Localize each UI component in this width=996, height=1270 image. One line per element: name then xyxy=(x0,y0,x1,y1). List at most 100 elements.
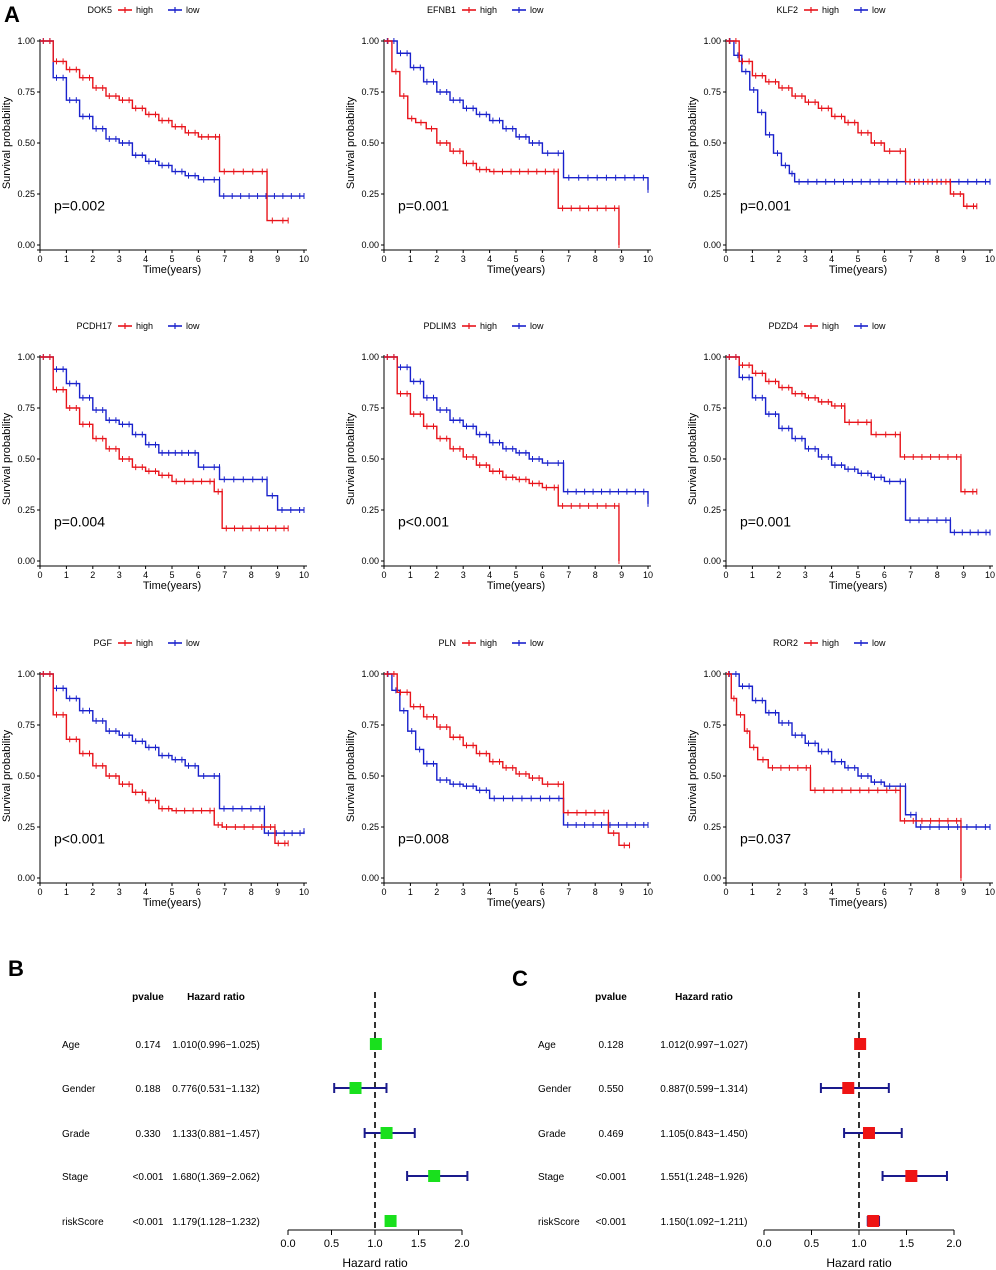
x-tick-label: 10 xyxy=(299,254,309,264)
curve-high xyxy=(726,40,977,207)
x-tick-label: 10 xyxy=(299,570,309,580)
row-hr-text: 0.887(0.599−1.314) xyxy=(660,1084,748,1095)
y-tick-label: 0.50 xyxy=(361,771,379,781)
y-tick-label: 0.25 xyxy=(361,822,379,832)
x-tick-label: 6 xyxy=(540,254,545,264)
row-hr-text: 1.551(1.248−1.926) xyxy=(660,1172,748,1183)
y-tick-label: 0.75 xyxy=(703,87,721,97)
forest-x-tick-label: 0.0 xyxy=(756,1238,771,1250)
legend-gene-label: EFNB1 xyxy=(427,5,456,15)
y-tick-label: 0.50 xyxy=(17,771,35,781)
curve-low xyxy=(384,673,648,826)
x-tick-label: 1 xyxy=(750,254,755,264)
y-tick-label: 0.50 xyxy=(17,138,35,148)
legend-gene-label: PGF xyxy=(93,638,112,648)
curve-low xyxy=(726,356,990,534)
x-tick-label: 1 xyxy=(64,570,69,580)
x-tick-label: 2 xyxy=(776,254,781,264)
legend-gene-label: DOK5 xyxy=(87,5,112,15)
legend-label-low: low xyxy=(872,5,886,15)
forest-x-tick-label: 0.0 xyxy=(280,1238,295,1250)
x-tick-label: 0 xyxy=(37,254,42,264)
y-tick-label: 0.00 xyxy=(361,240,379,250)
x-tick-label: 0 xyxy=(37,570,42,580)
x-tick-label: 7 xyxy=(222,570,227,580)
y-tick-label: 0.25 xyxy=(361,505,379,515)
x-tick-label: 6 xyxy=(882,254,887,264)
x-tick-label: 4 xyxy=(143,887,148,897)
legend-label-high: high xyxy=(822,638,839,648)
x-tick-label: 10 xyxy=(643,887,653,897)
x-tick-label: 2 xyxy=(90,254,95,264)
y-tick-label: 0.75 xyxy=(361,720,379,730)
p-value-label: p=0.037 xyxy=(740,830,791,846)
x-axis-title: Time(years) xyxy=(143,580,201,592)
x-tick-label: 3 xyxy=(803,887,808,897)
y-tick-label: 1.00 xyxy=(703,36,721,46)
y-axis-title: Survival probability xyxy=(687,412,699,505)
x-tick-label: 6 xyxy=(196,254,201,264)
forest-x-tick-label: 2.0 xyxy=(946,1238,961,1250)
x-tick-label: 8 xyxy=(249,570,254,580)
row-label-grade: Grade xyxy=(62,1129,90,1140)
row-label-stage: Stage xyxy=(538,1172,565,1183)
legend-gene-label: PLN xyxy=(438,638,456,648)
curve-high xyxy=(40,356,289,530)
legend-label-high: high xyxy=(822,321,839,331)
row-label-grade: Grade xyxy=(538,1129,566,1140)
x-tick-label: 4 xyxy=(829,887,834,897)
row-pvalue: <0.001 xyxy=(596,1217,627,1228)
y-axis-title: Survival probability xyxy=(345,729,357,822)
x-axis-title: Time(years) xyxy=(829,264,887,276)
x-tick-label: 0 xyxy=(381,887,386,897)
p-value-label: p=0.001 xyxy=(398,197,449,213)
row-label-stage: Stage xyxy=(62,1172,89,1183)
y-tick-label: 1.00 xyxy=(361,36,379,46)
x-tick-label: 7 xyxy=(908,570,913,580)
x-tick-label: 3 xyxy=(803,570,808,580)
x-tick-label: 3 xyxy=(461,887,466,897)
y-tick-label: 0.50 xyxy=(703,138,721,148)
curve-high xyxy=(384,40,620,245)
header-hazard-ratio: Hazard ratio xyxy=(675,992,733,1003)
x-tick-label: 9 xyxy=(619,254,624,264)
row-label-age: Age xyxy=(538,1040,556,1051)
x-tick-label: 6 xyxy=(882,887,887,897)
y-tick-label: 0.50 xyxy=(703,771,721,781)
header-pvalue: pvalue xyxy=(132,992,164,1003)
x-tick-label: 9 xyxy=(275,887,280,897)
curve-high xyxy=(726,673,962,878)
y-tick-label: 0.50 xyxy=(361,454,379,464)
x-tick-label: 10 xyxy=(985,887,995,897)
row-hr-text: 1.133(0.881−1.457) xyxy=(172,1129,260,1140)
x-tick-label: 1 xyxy=(750,887,755,897)
forest-panel-b: pvalue Hazard ratio Age 0.174 1.010(0.996−1.… xyxy=(62,992,470,1270)
legend-gene-label: PDLIM3 xyxy=(423,321,456,331)
y-axis-title: Survival probability xyxy=(1,412,13,505)
x-tick-label: 3 xyxy=(461,570,466,580)
x-tick-label: 5 xyxy=(169,254,174,264)
x-tick-label: 3 xyxy=(117,254,122,264)
x-tick-label: 10 xyxy=(643,254,653,264)
hr-marker xyxy=(842,1082,855,1094)
x-tick-label: 7 xyxy=(222,887,227,897)
curve-high xyxy=(40,40,289,222)
x-tick-label: 2 xyxy=(434,570,439,580)
row-hr-text: 0.776(0.531−1.132) xyxy=(172,1084,260,1095)
y-tick-label: 0.75 xyxy=(17,403,35,413)
x-tick-label: 0 xyxy=(723,570,728,580)
x-tick-label: 4 xyxy=(487,254,492,264)
legend-label-high: high xyxy=(136,321,153,331)
x-tick-label: 9 xyxy=(961,570,966,580)
x-tick-label: 8 xyxy=(593,570,598,580)
hr-marker xyxy=(369,1038,382,1050)
p-value-label: p=0.002 xyxy=(54,197,105,213)
x-tick-label: 4 xyxy=(143,254,148,264)
row-label-riskscore: riskScore xyxy=(62,1217,104,1228)
x-axis-title: Time(years) xyxy=(487,580,545,592)
x-tick-label: 2 xyxy=(434,254,439,264)
y-tick-label: 0.25 xyxy=(17,189,35,199)
y-axis-title: Survival probability xyxy=(1,729,13,822)
curve-low xyxy=(384,356,649,504)
legend-label-low: low xyxy=(872,321,886,331)
